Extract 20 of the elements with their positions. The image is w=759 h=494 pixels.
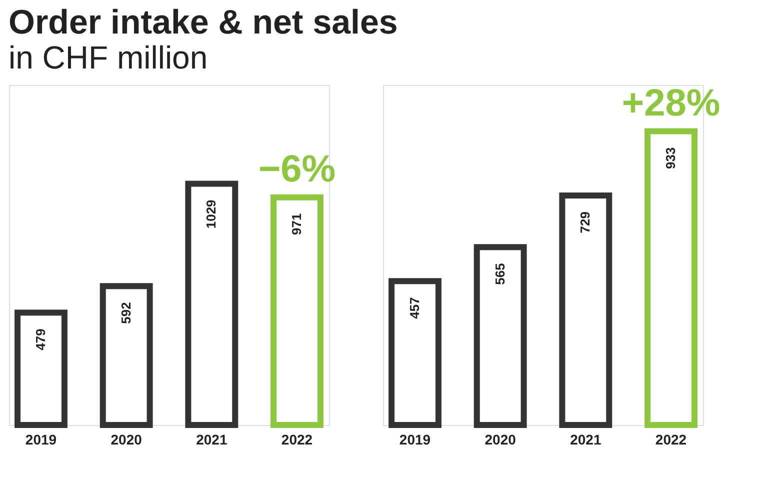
- x-tick-label: 2019: [25, 432, 57, 448]
- x-tick-label: 2020: [484, 432, 516, 448]
- data-label: 971: [289, 213, 304, 236]
- data-label: 565: [492, 263, 508, 285]
- x-tick-label: 2020: [110, 432, 142, 448]
- chart-subtitle: in CHF million: [8, 40, 208, 76]
- x-tick-label: 2022: [655, 432, 687, 448]
- data-label: 592: [118, 302, 134, 324]
- data-label: 933: [663, 147, 678, 169]
- data-label: 457: [407, 297, 422, 319]
- x-tick-label: 2019: [399, 432, 431, 448]
- x-tick-label: 2021: [196, 432, 228, 448]
- data-label: 1029: [204, 200, 219, 229]
- annotation: +28%: [622, 82, 720, 124]
- annotation: −6%: [258, 148, 336, 190]
- data-label: 729: [578, 212, 593, 234]
- x-tick-label: 2021: [570, 432, 602, 448]
- chart-title: Order intake & net sales: [8, 4, 398, 42]
- data-label: 479: [33, 328, 48, 350]
- x-tick-label: 2022: [281, 432, 313, 448]
